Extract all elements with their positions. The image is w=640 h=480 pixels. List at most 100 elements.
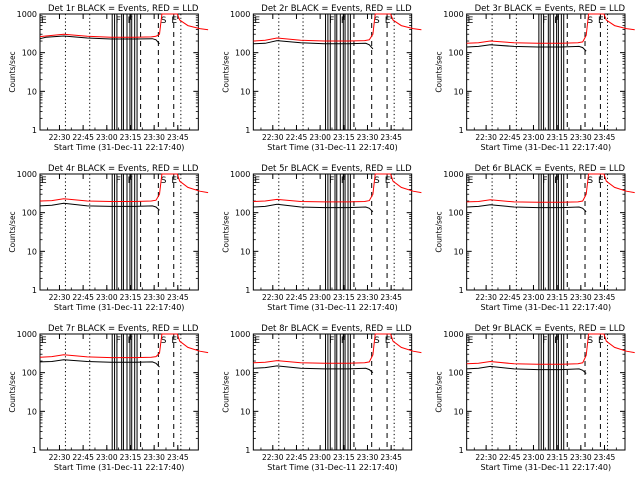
x-tick-label: 23:30 bbox=[143, 133, 165, 142]
x-tick-label: 23:15 bbox=[333, 453, 355, 462]
series-line-lld bbox=[39, 13, 209, 38]
series-line-events bbox=[39, 202, 160, 211]
y-tick-label: 1000 bbox=[230, 330, 250, 339]
marker-annotation: E bbox=[468, 176, 474, 186]
y-axis-label: Counts/sec bbox=[221, 51, 230, 92]
series-line-lld bbox=[39, 173, 209, 202]
x-tick-label: 23:15 bbox=[120, 293, 142, 302]
x-tick-label: 22:30 bbox=[262, 133, 284, 142]
x-tick-label: 23:00 bbox=[96, 133, 118, 142]
marker-annotation: S bbox=[161, 16, 167, 26]
chart-title: Det 4r BLACK = Events, RED = LLD bbox=[48, 164, 199, 174]
plot-frame bbox=[466, 333, 626, 451]
y-tick-label: 10 bbox=[453, 407, 463, 416]
plot-frame bbox=[39, 173, 199, 291]
chart-panel: 1 10 100 1000 22:30 22:45 23:00 23:15 23:30 23:45… bbox=[435, 164, 635, 312]
y-tick-label: 1000 bbox=[443, 170, 463, 179]
marker-annotation: E bbox=[385, 16, 391, 26]
marker-annotation: S bbox=[161, 176, 167, 186]
x-tick-label: 23:15 bbox=[120, 453, 142, 462]
x-tick-label: 23:30 bbox=[357, 453, 379, 462]
y-tick-label: 100 bbox=[235, 369, 250, 378]
chart-panel: 1 10 100 1000 22:30 22:45 23:00 23:15 23:30 23:45… bbox=[435, 4, 635, 152]
y-tick-label: 1000 bbox=[17, 10, 37, 19]
marker-annotation: E bbox=[598, 176, 604, 186]
x-tick-label: 23:15 bbox=[333, 293, 355, 302]
x-tick-label: 22:45 bbox=[499, 453, 521, 462]
y-tick-label: 1 bbox=[32, 286, 37, 295]
x-tick-label: 22:45 bbox=[72, 453, 94, 462]
x-tick-label: 22:30 bbox=[262, 293, 284, 302]
y-tick-label: 10 bbox=[240, 407, 250, 416]
series-line-lld bbox=[253, 13, 422, 42]
x-axis-label: Start Time (31-Dec-11 22:17:40) bbox=[54, 463, 185, 472]
marker-annotation: S bbox=[587, 176, 593, 186]
chart-title: Det 9r BLACK = Events, RED = LLD bbox=[475, 324, 626, 334]
y-tick-label: 10 bbox=[240, 247, 250, 256]
series-line-events bbox=[253, 365, 374, 374]
x-tick-label: 23:45 bbox=[380, 293, 402, 302]
marker-annotation: E bbox=[254, 16, 260, 26]
x-tick-label: 22:45 bbox=[286, 133, 308, 142]
chart-panel: 1 10 100 1000 22:30 22:45 23:00 23:15 23:30 23:45… bbox=[8, 4, 209, 152]
y-tick-label: 10 bbox=[27, 407, 37, 416]
series-line-events bbox=[253, 203, 374, 213]
x-axis-label: Start Time (31-Dec-11 22:17:40) bbox=[54, 143, 185, 152]
chart-title: Det 6r BLACK = Events, RED = LLD bbox=[475, 164, 626, 174]
chart-panel: 1 10 100 1000 22:30 22:45 23:00 23:15 23:30 23:45… bbox=[8, 324, 209, 472]
marker-annotation: F bbox=[554, 176, 559, 186]
x-tick-label: 23:00 bbox=[523, 453, 545, 462]
x-tick-label: 22:45 bbox=[499, 133, 521, 142]
y-axis-label: Counts/sec bbox=[8, 51, 17, 92]
series-line-lld bbox=[253, 173, 422, 203]
x-tick-label: 23:45 bbox=[594, 293, 616, 302]
chart-title: Det 5r BLACK = Events, RED = LLD bbox=[261, 164, 412, 174]
series-line-events bbox=[466, 204, 587, 213]
marker-annotation: E bbox=[254, 176, 260, 186]
y-tick-label: 10 bbox=[453, 247, 463, 256]
y-axis-label: Counts/sec bbox=[435, 211, 444, 252]
plot-frame bbox=[39, 333, 199, 451]
chart-panel: 1 10 100 1000 22:30 22:45 23:00 23:15 23:30 23:45… bbox=[221, 164, 422, 312]
y-axis-label: Counts/sec bbox=[221, 371, 230, 412]
x-tick-label: 22:45 bbox=[286, 293, 308, 302]
marker-annotation: F bbox=[128, 336, 133, 346]
y-axis-label: Counts/sec bbox=[8, 211, 17, 252]
marker-annotation: F bbox=[329, 176, 334, 186]
marker-annotation: E bbox=[171, 336, 177, 346]
y-tick-label: 1 bbox=[245, 126, 250, 135]
y-tick-label: 1000 bbox=[17, 330, 37, 339]
series-line-events bbox=[39, 359, 160, 368]
marker-annotation: F bbox=[542, 16, 547, 26]
marker-annotation: F bbox=[329, 336, 334, 346]
y-tick-label: 100 bbox=[235, 209, 250, 218]
series-line-lld bbox=[466, 13, 635, 44]
marker-annotation: S bbox=[161, 336, 167, 346]
x-tick-label: 23:00 bbox=[96, 293, 118, 302]
marker-annotation: F bbox=[116, 176, 121, 186]
x-axis-label: Start Time (31-Dec-11 22:17:40) bbox=[481, 143, 612, 152]
x-axis-label: Start Time (31-Dec-11 22:17:40) bbox=[54, 303, 185, 312]
y-tick-label: 1 bbox=[32, 446, 37, 455]
marker-annotation: S bbox=[374, 176, 380, 186]
x-tick-label: 23:00 bbox=[96, 453, 118, 462]
series-line-lld bbox=[39, 333, 209, 359]
y-tick-label: 10 bbox=[240, 87, 250, 96]
x-tick-label: 22:30 bbox=[49, 133, 71, 142]
series-line-lld bbox=[466, 173, 635, 203]
marker-annotation: E bbox=[385, 176, 391, 186]
plot-frame bbox=[39, 13, 199, 131]
x-tick-label: 23:15 bbox=[546, 453, 568, 462]
x-tick-label: 22:45 bbox=[72, 133, 94, 142]
marker-annotation: F bbox=[542, 176, 547, 186]
y-tick-label: 1 bbox=[245, 286, 250, 295]
y-tick-label: 100 bbox=[22, 49, 37, 58]
marker-annotation: E bbox=[598, 16, 604, 26]
x-axis-label: Start Time (31-Dec-11 22:17:40) bbox=[481, 463, 612, 472]
x-tick-label: 23:15 bbox=[546, 293, 568, 302]
marker-annotation: F bbox=[341, 16, 346, 26]
y-tick-label: 100 bbox=[448, 369, 463, 378]
x-axis-label: Start Time (31-Dec-11 22:17:40) bbox=[267, 463, 398, 472]
x-tick-label: 23:30 bbox=[357, 133, 379, 142]
marker-annotation: F bbox=[128, 16, 133, 26]
